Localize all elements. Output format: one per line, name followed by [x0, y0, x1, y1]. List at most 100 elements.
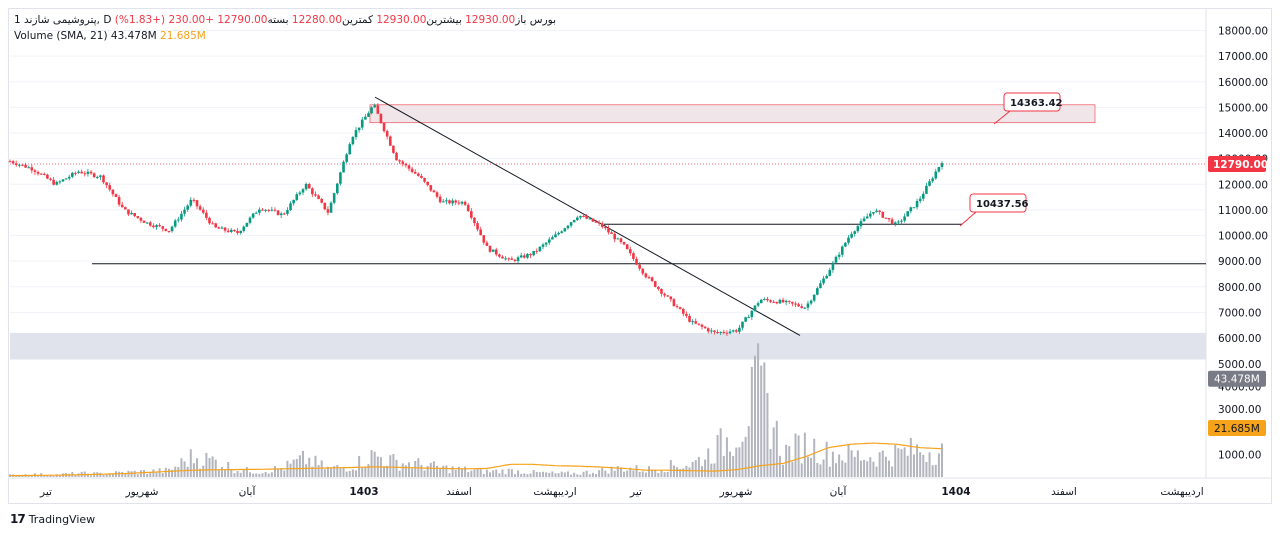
candle [351, 137, 355, 145]
candle [856, 226, 860, 232]
candle [650, 277, 654, 282]
candle [314, 194, 317, 196]
volume-bar [647, 466, 650, 477]
candle [36, 171, 40, 174]
candle [591, 218, 595, 222]
volume-bar [404, 465, 407, 477]
volume-bar [931, 465, 934, 477]
candle [49, 178, 52, 180]
volume-bar [850, 450, 853, 477]
candle [18, 164, 21, 166]
candle [912, 207, 916, 209]
volume-bar [510, 469, 513, 477]
volume-bar [666, 471, 669, 477]
volume-bar [224, 469, 227, 477]
volume-bar [217, 469, 220, 477]
candle [301, 189, 305, 193]
candle [264, 209, 267, 211]
candle [329, 202, 333, 213]
volume-bar [383, 466, 386, 477]
volume-bar [479, 468, 482, 477]
candle [840, 246, 844, 255]
candle [491, 249, 495, 252]
volume-bar [317, 465, 320, 477]
volume-bar [326, 466, 329, 477]
candle [192, 199, 196, 201]
candle [342, 161, 345, 173]
candle [466, 204, 470, 212]
volume-bar [928, 452, 931, 477]
volume-bar [236, 471, 239, 477]
candle [392, 145, 395, 153]
volume-bar [925, 461, 928, 477]
candle [292, 199, 295, 204]
candle [725, 332, 729, 334]
candle [67, 176, 71, 179]
candle [825, 275, 828, 279]
candle [713, 330, 716, 332]
price-tick-label: 14000.00 [1218, 128, 1268, 140]
candle [728, 331, 732, 334]
volume-bar [361, 467, 364, 477]
candle [413, 171, 417, 174]
volume-bar [373, 451, 376, 477]
volume-bar [903, 447, 906, 477]
candle [744, 317, 747, 322]
candle [117, 196, 121, 205]
candle [298, 192, 302, 195]
candle [803, 307, 807, 309]
candle [80, 171, 83, 174]
candle [579, 215, 582, 218]
volume-bar [894, 444, 897, 477]
candle [148, 222, 152, 226]
candle [632, 253, 635, 259]
candle [245, 222, 249, 227]
candle [722, 331, 726, 333]
volume-bar [538, 472, 541, 477]
volume-bar [909, 437, 912, 477]
candle [694, 321, 698, 324]
candle [759, 299, 763, 304]
candle [741, 321, 744, 328]
candle [585, 215, 588, 219]
volume-bar [816, 462, 819, 477]
resistance-zone [369, 104, 1096, 124]
volume-bar [601, 467, 604, 477]
candle [189, 199, 193, 206]
volume-bar [345, 471, 348, 477]
volume-bar [392, 454, 395, 477]
candle [822, 278, 825, 284]
candle [476, 223, 479, 230]
volume-bar [757, 343, 760, 477]
tradingview-logo[interactable]: 17 TradingView [10, 512, 95, 526]
volume-bar [220, 467, 223, 477]
volume-bar [161, 472, 164, 477]
volume-bar [464, 466, 467, 477]
price-tick-label: 7000.00 [1218, 307, 1261, 319]
candle [95, 176, 99, 178]
volume-bar [99, 472, 102, 477]
volume-bar [364, 467, 367, 477]
volume-bar [180, 458, 183, 477]
legend-change: +230.00 (+1.83%) [114, 14, 215, 26]
candle [844, 242, 847, 247]
legend-close-label: بسته [267, 14, 289, 26]
last-price-label: 12790.00 [1213, 159, 1268, 171]
legend-sma-label: (SMA, 21) [56, 30, 108, 42]
candle [529, 254, 532, 256]
candle [198, 206, 202, 210]
candle [438, 196, 442, 203]
candle [470, 211, 473, 218]
candle [787, 300, 791, 302]
volume-bar [878, 452, 881, 477]
candle [869, 213, 872, 217]
volume-bar [485, 469, 488, 477]
candle [120, 204, 124, 208]
volume-bar [336, 465, 339, 477]
candle [504, 258, 507, 260]
volume-bar [108, 473, 111, 477]
candle [8, 161, 12, 163]
candle [454, 200, 458, 203]
candle [482, 235, 486, 243]
